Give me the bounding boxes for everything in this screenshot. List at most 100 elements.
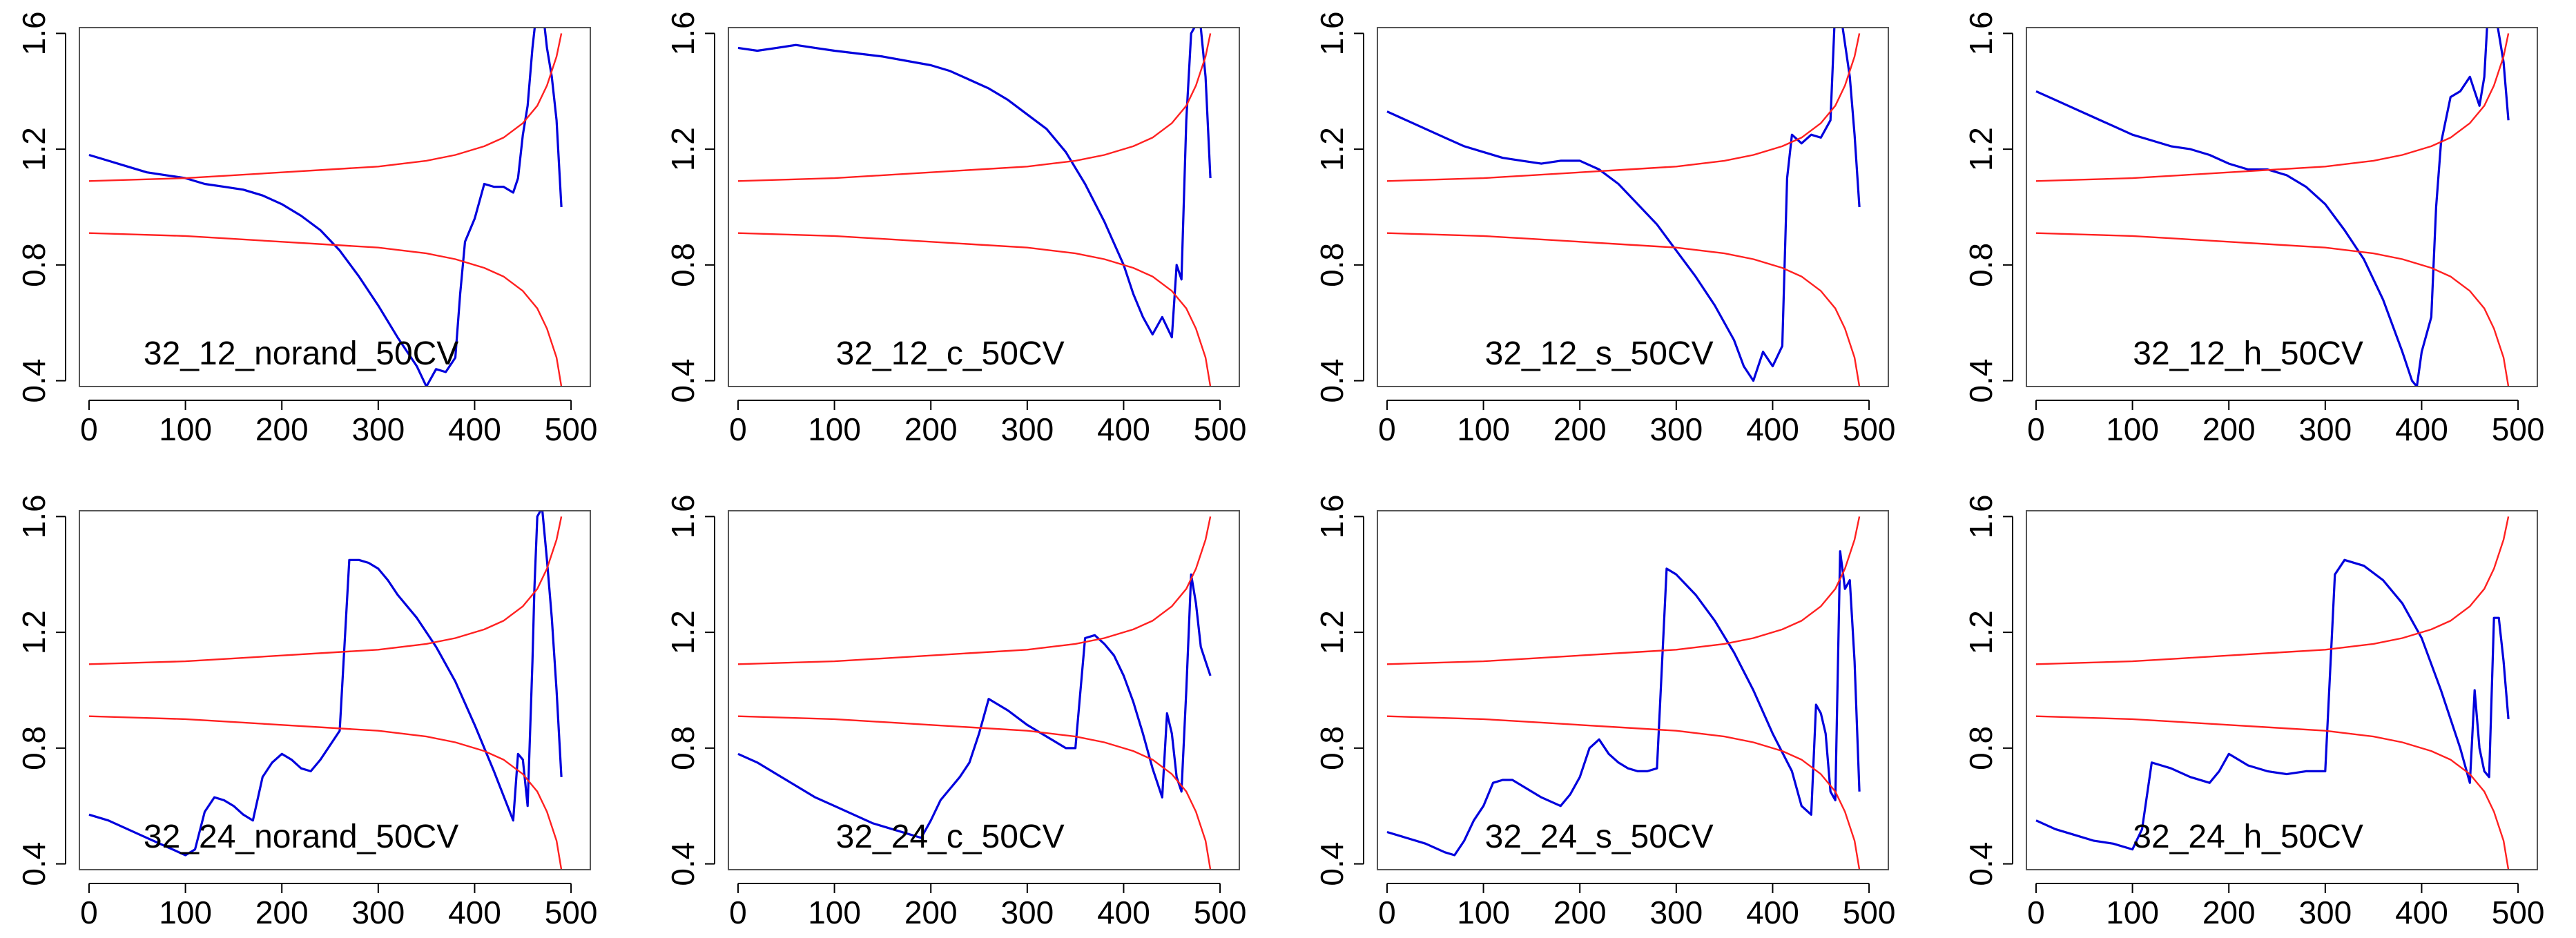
statistic-line (88, 511, 563, 857)
x-tick-label: 100 (1457, 411, 1510, 447)
y-tick-label: 1.2 (665, 610, 701, 654)
upper-bound-line (1386, 33, 1861, 182)
y-tick-label: 1.2 (16, 127, 52, 171)
plot-frame (2026, 510, 2538, 870)
x-tick-label: 0 (729, 895, 747, 930)
x-tick-label: 500 (1843, 895, 1896, 930)
upper-bound-line (737, 516, 1212, 665)
x-tick-label: 200 (2202, 895, 2256, 930)
plot-frame (79, 27, 591, 387)
x-tick-label: 100 (808, 411, 861, 447)
upper-bound-line (88, 33, 563, 182)
x-tick-label: 300 (1649, 895, 1703, 930)
x-tick-label: 300 (2298, 411, 2352, 447)
statistic-line (2035, 28, 2510, 387)
y-tick-label: 0.4 (1963, 842, 1999, 886)
y-tick-label: 1.2 (16, 610, 52, 654)
x-tick-label: 0 (1378, 895, 1396, 930)
panel-title: 32_12_c_50CV (836, 335, 1065, 372)
panel-title: 32_24_s_50CV (1485, 819, 1714, 855)
y-tick-label: 1.6 (1963, 11, 1999, 55)
panel-title: 32_24_norand_50CV (144, 819, 458, 855)
upper-bound-line (1386, 516, 1861, 665)
x-tick-label: 0 (1378, 411, 1396, 447)
y-tick-label: 0.8 (665, 726, 701, 770)
x-tick-label: 400 (1746, 411, 1799, 447)
y-tick-label: 1.2 (1963, 127, 1999, 171)
panel-title: 32_12_s_50CV (1485, 335, 1714, 372)
x-tick-label: 100 (2106, 411, 2159, 447)
panel-title: 32_12_norand_50CV (144, 335, 458, 372)
plot-frame (728, 27, 1240, 387)
y-tick-label: 0.4 (665, 359, 701, 403)
y-tick-label: 0.4 (665, 842, 701, 886)
x-tick-label: 100 (159, 895, 212, 930)
x-tick-label: 400 (1746, 895, 1799, 930)
y-tick-label: 1.6 (1963, 494, 1999, 538)
x-tick-label: 200 (904, 895, 958, 930)
lower-bound-line (88, 715, 563, 870)
y-tick-label: 0.4 (1314, 842, 1350, 886)
y-tick-label: 1.2 (1314, 127, 1350, 171)
y-tick-label: 0.8 (1963, 726, 1999, 770)
panel-2: 0 100 200 300 400 500 0.4 0.8 1.2 1.6 32_12_c_50CV (665, 11, 1246, 447)
x-tick-label: 300 (351, 895, 405, 930)
statistic-line (737, 28, 1212, 339)
y-tick-label: 1.6 (665, 11, 701, 55)
x-tick-label: 500 (545, 895, 598, 930)
x-tick-label: 300 (1649, 411, 1703, 447)
x-tick-label: 500 (545, 411, 598, 447)
upper-bound-line (2035, 33, 2510, 182)
upper-bound-line (88, 516, 563, 665)
panel-3: 0 100 200 300 400 500 0.4 0.8 1.2 1.6 32_12_s_50CV (1314, 11, 1896, 447)
panel-8: 0 100 200 300 400 500 0.4 0.8 1.2 1.6 32_24_h_50CV (1963, 494, 2544, 930)
x-tick-label: 0 (2027, 411, 2045, 447)
x-tick-label: 200 (904, 411, 958, 447)
x-tick-label: 0 (2027, 895, 2045, 930)
panel-4: 0 100 200 300 400 500 0.4 0.8 1.2 1.6 32_12_h_50CV (1963, 11, 2545, 447)
y-tick-label: 1.6 (16, 494, 52, 538)
y-tick-label: 0.4 (1963, 359, 1999, 403)
x-tick-label: 300 (1000, 411, 1054, 447)
y-tick-label: 0.8 (1314, 243, 1350, 287)
statistic-line (1386, 550, 1861, 857)
plot-frame (2026, 27, 2538, 387)
y-tick-label: 1.6 (665, 494, 701, 538)
y-tick-label: 1.6 (1314, 494, 1350, 538)
panel-title: 32_24_c_50CV (836, 819, 1065, 855)
x-tick-label: 500 (1843, 411, 1896, 447)
lower-bound-line (2035, 232, 2510, 387)
plot-frame (1377, 510, 1889, 870)
statistic-line (737, 573, 1212, 839)
panel-title: 32_12_h_50CV (2133, 335, 2363, 372)
lower-bound-line (1386, 232, 1861, 387)
upper-bound-line (737, 33, 1212, 182)
lower-bound-line (737, 232, 1212, 387)
x-tick-label: 200 (2202, 411, 2256, 447)
y-tick-label: 1.6 (1314, 11, 1350, 55)
x-tick-label: 400 (1097, 895, 1150, 930)
upper-bound-line (2035, 516, 2510, 665)
plot-frame (79, 510, 591, 870)
statistic-line (2035, 558, 2510, 851)
panel-6: 0 100 200 300 400 500 0.4 0.8 1.2 1.6 32_24_c_50CV (665, 494, 1246, 930)
y-tick-label: 1.2 (1963, 610, 1999, 654)
x-tick-label: 300 (351, 411, 405, 447)
x-tick-label: 200 (255, 411, 309, 447)
statistic-line (88, 28, 563, 387)
x-tick-label: 0 (80, 895, 98, 930)
plot-frame (728, 510, 1240, 870)
x-tick-label: 400 (448, 411, 501, 447)
y-tick-label: 0.8 (1314, 726, 1350, 770)
panel-5: 0 100 200 300 400 500 0.4 0.8 1.2 1.6 32_24_norand… (16, 494, 597, 930)
y-tick-label: 1.2 (1314, 610, 1350, 654)
x-tick-label: 500 (2492, 895, 2545, 930)
lower-bound-line (88, 232, 563, 387)
y-tick-label: 1.6 (16, 11, 52, 55)
x-tick-label: 300 (2298, 895, 2352, 930)
y-tick-label: 0.8 (16, 243, 52, 287)
x-tick-label: 500 (2492, 411, 2545, 447)
x-tick-label: 500 (1194, 895, 1247, 930)
y-tick-label: 1.2 (665, 127, 701, 171)
